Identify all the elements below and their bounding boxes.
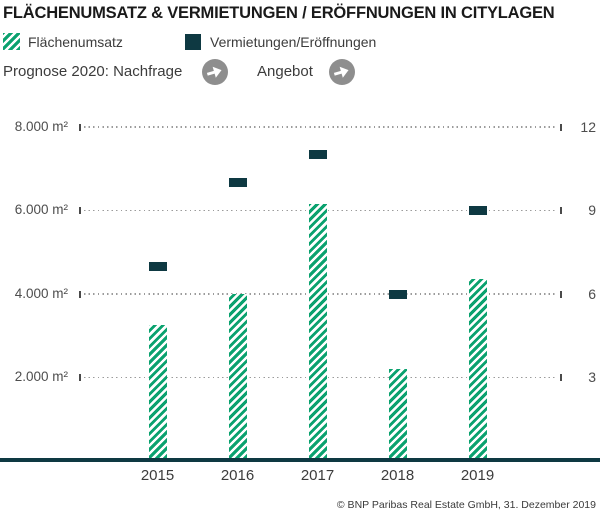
x-axis-line (0, 458, 600, 462)
gridline (84, 126, 558, 128)
y-axis-label-left: 6.000 m² (14, 202, 68, 217)
dash-marker-2018 (388, 289, 407, 299)
legend-flaechenumsatz-swatch (3, 33, 20, 50)
y-axis-label-left: 2.000 m² (14, 369, 68, 384)
axis-tick-left (79, 290, 81, 298)
nachfrage-trend-arrow-right-icon (202, 59, 228, 85)
axis-tick-right (560, 207, 562, 214)
dash-marker-2017 (308, 150, 327, 160)
axis-tick-right (560, 123, 562, 131)
chart-title: FLÄCHENUMSATZ & VERMIETUNGEN / ERÖFFNUNG… (3, 4, 555, 22)
dash-marker-2019 (468, 206, 487, 215)
y-axis-label-left: 4.000 m² (14, 285, 68, 301)
y-axis-label-left: 8.000 m² (14, 118, 68, 134)
bar-2019 (468, 279, 487, 458)
bar-2017 (308, 204, 327, 458)
x-axis-label: 2017 (300, 467, 335, 484)
legend-flaechenumsatz-label: Flächenumsatz (28, 34, 123, 50)
y-axis-label-right: 12 (580, 118, 596, 135)
x-axis-label: 2019 (460, 467, 495, 484)
x-axis-label: 2018 (380, 467, 415, 484)
legend-vermietungen-swatch (185, 34, 201, 50)
axis-tick-left (79, 123, 81, 131)
axis-tick-left (79, 374, 81, 381)
prognose-angebot-label: Angebot (257, 63, 313, 80)
x-axis-label: 2015 (140, 467, 175, 484)
axis-tick-right (560, 290, 562, 298)
axis-tick-right (560, 374, 562, 381)
bar-2016 (228, 294, 247, 458)
legend-vermietungen-label: Vermietungen/Eröffnungen (210, 34, 377, 50)
x-axis-label: 2016 (220, 467, 255, 484)
bar-2018 (388, 369, 407, 458)
y-axis-label-right: 6 (588, 285, 596, 302)
prognose-nachfrage-label: Prognose 2020: Nachfrage (3, 63, 183, 80)
y-axis-label-right: 3 (588, 369, 596, 385)
angebot-trend-arrow-right-icon (329, 59, 355, 85)
copyright-note: © BNP Paribas Real Estate GmbH, 31. Deze… (336, 499, 596, 511)
axis-tick-left (79, 207, 81, 214)
bar-2015 (148, 325, 167, 458)
dash-marker-2015 (148, 261, 167, 271)
y-axis-label-right: 9 (588, 202, 596, 218)
dash-marker-2016 (228, 178, 247, 188)
